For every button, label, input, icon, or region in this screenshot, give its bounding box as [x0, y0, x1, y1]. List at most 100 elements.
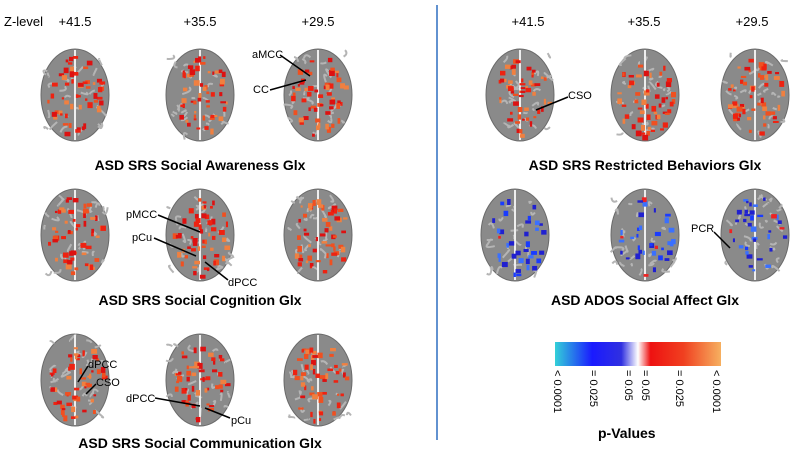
activation: [739, 103, 745, 107]
brain-gyrus: [165, 357, 174, 363]
activation: [659, 71, 663, 76]
activation: [534, 83, 541, 86]
activation: [498, 235, 501, 239]
activation: [315, 236, 318, 242]
brain-gyrus: [44, 270, 53, 277]
activation: [311, 350, 317, 355]
activation: [99, 100, 104, 106]
activation: [662, 111, 668, 114]
activation: [68, 123, 72, 128]
activation: [520, 87, 526, 90]
activation: [333, 246, 336, 251]
activation: [298, 218, 301, 223]
brain-gyrus: [217, 226, 225, 234]
activation: [781, 90, 785, 97]
z-level: +35.5: [184, 14, 217, 29]
brain-gyrus: [489, 266, 494, 271]
activation: [638, 212, 645, 218]
activation: [210, 247, 214, 251]
activation: [506, 242, 509, 248]
activation: [58, 73, 65, 77]
activation: [68, 209, 75, 214]
activation: [218, 384, 223, 389]
activation: [193, 365, 200, 369]
brain-gyrus: [543, 126, 551, 131]
activation: [531, 74, 534, 78]
activation: [203, 255, 207, 260]
brain-slice: [165, 188, 235, 282]
activation: [203, 56, 206, 59]
activation: [206, 105, 210, 108]
activation: [654, 94, 660, 99]
activation: [664, 217, 669, 224]
activation: [194, 260, 201, 265]
brain-gyrus: [725, 90, 732, 96]
activation: [312, 199, 316, 206]
activation: [622, 72, 625, 77]
brain-gyrus: [97, 359, 104, 365]
activation: [222, 255, 226, 262]
activation: [671, 91, 677, 98]
activation: [782, 235, 788, 239]
activation: [331, 252, 338, 256]
activation: [524, 107, 529, 112]
brain-gyrus: [62, 367, 69, 375]
activation: [62, 411, 65, 417]
brain-gyrus: [100, 259, 105, 264]
brain-gyrus: [647, 201, 653, 207]
brain-slice: [283, 188, 353, 282]
brain-slice: [720, 48, 790, 142]
activation: [53, 116, 58, 120]
activation: [655, 114, 659, 120]
activation: [311, 360, 316, 366]
activation: [331, 205, 338, 211]
brain-gyrus: [43, 224, 47, 230]
activation: [617, 92, 622, 95]
activation: [62, 123, 69, 126]
activation: [513, 272, 516, 278]
z-level: +35.5: [628, 14, 661, 29]
activation: [181, 98, 187, 104]
activation: [100, 367, 106, 373]
brain-gyrus: [532, 269, 538, 278]
brain-gyrus: [758, 222, 765, 229]
brain-gyrus: [744, 241, 750, 248]
brain-gyrus: [77, 240, 87, 250]
activation: [296, 358, 303, 361]
activation: [175, 373, 182, 376]
activation: [667, 109, 672, 114]
brain-slice: [283, 333, 353, 427]
activation: [325, 123, 329, 130]
brain-gyrus: [775, 257, 780, 264]
activation: [757, 102, 761, 106]
activation: [652, 267, 657, 273]
brain-slice: [609, 188, 680, 282]
brain-gyrus: [180, 116, 189, 122]
activation: [93, 100, 99, 103]
activation: [526, 264, 530, 271]
activation: [187, 246, 191, 249]
brain-gyrus: [655, 80, 663, 89]
brain-gyrus: [305, 98, 314, 105]
brain-gyrus: [762, 202, 770, 208]
activation: [757, 214, 764, 218]
activation: [736, 106, 743, 112]
pointer: [279, 54, 311, 77]
activation: [738, 245, 744, 249]
activation: [192, 240, 198, 246]
activation: [307, 91, 312, 97]
brain-gyrus: [290, 369, 296, 379]
activation: [334, 70, 340, 74]
activation: [329, 70, 335, 76]
activation: [70, 357, 73, 362]
activation: [307, 255, 313, 261]
activation: [183, 72, 186, 79]
activation: [748, 129, 752, 133]
brain-gyrus: [196, 266, 200, 273]
activation: [95, 358, 100, 362]
activation: [746, 254, 753, 259]
brain-gyrus: [195, 204, 200, 211]
activation: [635, 130, 642, 137]
activation: [772, 116, 777, 120]
